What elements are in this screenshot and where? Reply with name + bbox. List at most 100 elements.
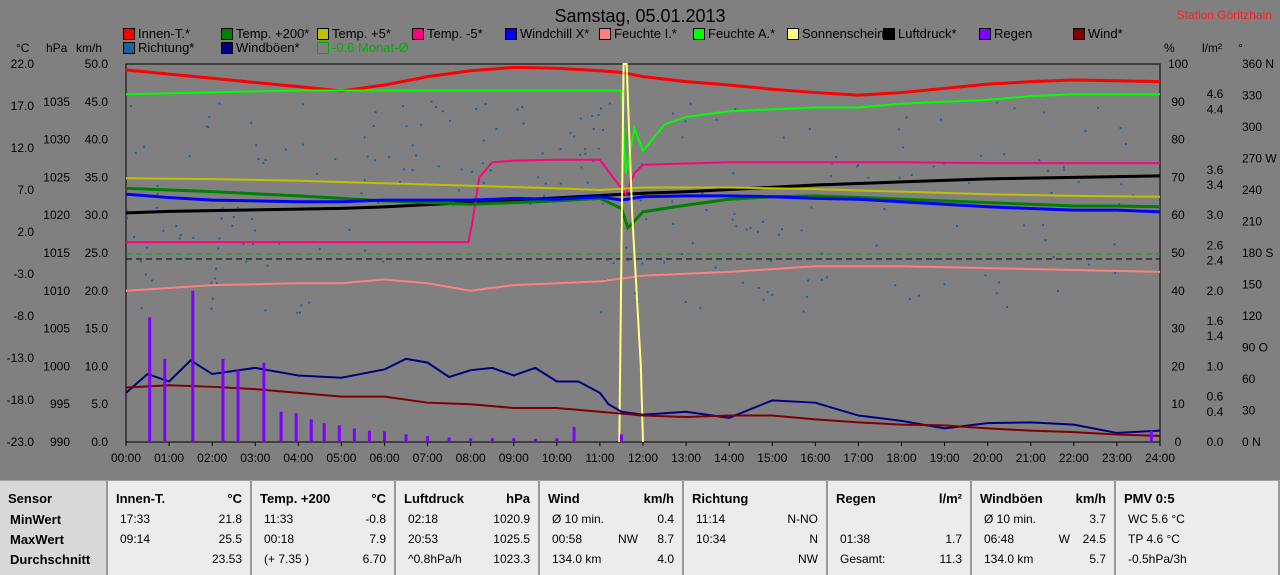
direction-dot: [825, 276, 828, 279]
x-tick-label: 23:00: [1102, 451, 1132, 465]
direction-dot: [543, 194, 546, 197]
direction-dot: [143, 145, 146, 148]
legend-item: Richtung*: [123, 40, 194, 55]
direction-dot: [608, 102, 611, 105]
direction-dot: [144, 273, 147, 276]
direction-dot: [252, 243, 255, 246]
legend-label: Windböen*: [236, 40, 300, 55]
stats-header-unit: hPa: [506, 491, 530, 506]
rain-tick-label: 2.0: [1207, 284, 1224, 298]
stats-row: 134.0 km 4.0: [548, 552, 674, 570]
direction-dot: [236, 207, 239, 210]
rain-tick-label: 0.4: [1207, 405, 1224, 419]
series-line-sonnenschein: [618, 63, 644, 443]
stats-cell: TP 4.6 °C: [1128, 532, 1180, 546]
legend-item: Feuchte A.*: [693, 26, 775, 41]
direction-dot: [735, 225, 738, 228]
x-tick-label: 10:00: [542, 451, 572, 465]
direction-dot: [211, 297, 214, 300]
direction-dot: [584, 148, 587, 151]
direction-tick-label: 150: [1242, 278, 1262, 292]
stats-row: 00:18 7.9: [260, 532, 386, 550]
direction-dot: [684, 301, 687, 304]
direction-dot: [470, 170, 473, 173]
direction-dot: [264, 309, 267, 312]
direction-dot: [544, 182, 547, 185]
x-tick-label: 19:00: [930, 451, 960, 465]
legend-item: Windchill X*: [505, 26, 589, 41]
stats-cell: 01:38: [840, 532, 871, 546]
stats-cell-value: 5.7: [1089, 552, 1106, 566]
direction-dot: [401, 105, 404, 108]
station-name: Station Göritzhain: [1176, 8, 1272, 22]
stats-cell: 134.0 km: [552, 552, 602, 566]
direction-dot: [134, 152, 137, 155]
stats-header: Windböen km/h: [980, 491, 1106, 506]
legend-swatch: [787, 27, 799, 40]
rain-tick-label: 3.4: [1207, 178, 1224, 192]
pressure-tick-label: 1025: [43, 170, 70, 184]
direction-dot: [156, 192, 159, 195]
humidity-tick-label: 30: [1171, 322, 1185, 336]
pressure-tick-label: 1005: [43, 322, 70, 336]
legend-item: Innen-T.*: [123, 26, 190, 41]
direction-dot: [940, 118, 943, 121]
x-tick-label: 08:00: [456, 451, 486, 465]
x-tick-label: 01:00: [154, 451, 184, 465]
direction-tick-label: 330: [1242, 89, 1262, 103]
legend-label: Temp. +200*: [236, 26, 310, 41]
direction-dot: [374, 159, 377, 162]
direction-dot: [217, 247, 220, 250]
stats-cell: 02:18: [408, 512, 439, 526]
stats-cell-value: -0.8: [365, 512, 386, 526]
direction-dot: [1113, 243, 1116, 246]
direction-dot: [411, 144, 414, 147]
rain-tick-label: 4.6: [1207, 87, 1224, 101]
direction-dot: [475, 107, 478, 110]
stats-header: Wind km/h: [548, 491, 674, 506]
stats-cell: 20:53: [408, 532, 439, 546]
rain-tick-label: 2.6: [1207, 238, 1224, 252]
stats-cell-value: 24.5: [1082, 532, 1106, 546]
stats-row: 11:33 -0.8: [260, 512, 386, 530]
stats-header-unit: km/h: [643, 491, 674, 506]
direction-dot: [216, 282, 219, 285]
direction-dot: [606, 258, 609, 261]
direction-dot: [405, 125, 408, 128]
direction-dot: [266, 264, 269, 267]
direction-dot: [210, 281, 213, 284]
wind-tick-label: 5.0: [91, 397, 108, 411]
direction-dot: [1043, 111, 1046, 114]
direction-dot: [1118, 203, 1121, 206]
direction-dot: [1119, 127, 1122, 130]
direction-dot: [257, 157, 260, 160]
rain-tick-label: 4.4: [1207, 102, 1224, 116]
direction-dot: [482, 139, 485, 142]
direction-dot: [318, 247, 321, 250]
stats-table: Sensor MinWert MaxWert Durchschnitt Innen-T.…: [0, 480, 1280, 575]
legend-label: Feuchte I.*: [614, 26, 677, 41]
direction-dot: [830, 175, 833, 178]
direction-dot: [1063, 168, 1066, 171]
direction-dot: [231, 224, 234, 227]
direction-dot: [597, 147, 600, 150]
direction-dot: [140, 307, 143, 310]
weather-chart: 00:00 01:00 02:00 03:00 04:00 05:00 06:00 07:00…: [7, 57, 1278, 465]
direction-tick-label: 240: [1242, 183, 1262, 197]
direction-dot: [867, 176, 870, 179]
direction-dot: [1006, 306, 1009, 309]
direction-dot: [714, 266, 717, 269]
direction-dot: [955, 224, 958, 227]
direction-dot: [705, 208, 708, 211]
stats-cell: 00:18: [264, 532, 295, 546]
direction-dot: [943, 283, 946, 286]
direction-dot: [559, 182, 562, 185]
stats-column: Sensor MinWert MaxWert Durchschnitt: [0, 481, 108, 575]
unit-percent: %: [1164, 41, 1175, 55]
legend-swatch: [1073, 27, 1085, 40]
direction-dot: [210, 307, 213, 310]
x-tick-label: 14:00: [714, 451, 744, 465]
stats-cell-direction: NW: [618, 532, 638, 546]
direction-tick-label: 30: [1242, 404, 1256, 418]
direction-dot: [808, 128, 811, 131]
